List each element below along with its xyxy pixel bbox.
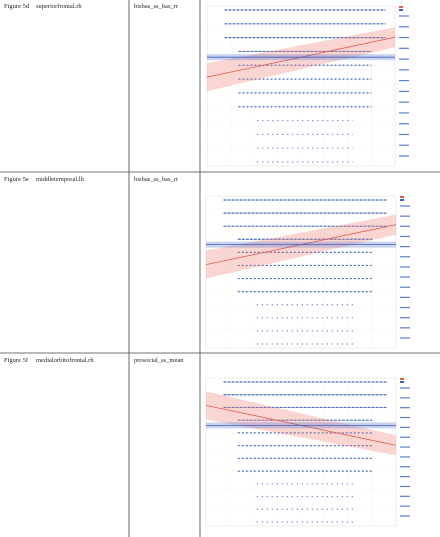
variable-name: prosocial_ss_mean: [134, 357, 184, 364]
figure-label: Figure 5d: [4, 3, 30, 10]
confidence-band: [207, 27, 395, 92]
legend-swatch: [400, 199, 404, 201]
variable-name: bisbas_ss_bas_rr: [134, 176, 179, 183]
figure-label: Figure 5f: [4, 357, 29, 364]
legend-swatch: [399, 9, 403, 11]
legend-swatch: [400, 381, 404, 383]
region-name: superiorfrontal.rh: [36, 3, 82, 10]
figure-label: Figure 5e: [4, 176, 29, 183]
legend-swatch: [400, 378, 404, 380]
confidence-band: [206, 391, 396, 456]
variable-name: bisbas_ss_bas_rr: [134, 3, 179, 10]
region-name: medialorbitofrontal.rh: [36, 357, 94, 364]
legend-swatch: [400, 196, 404, 198]
legend-swatch: [399, 6, 403, 8]
confidence-band: [206, 214, 396, 279]
region-name: middletemporal.lh: [36, 176, 84, 183]
